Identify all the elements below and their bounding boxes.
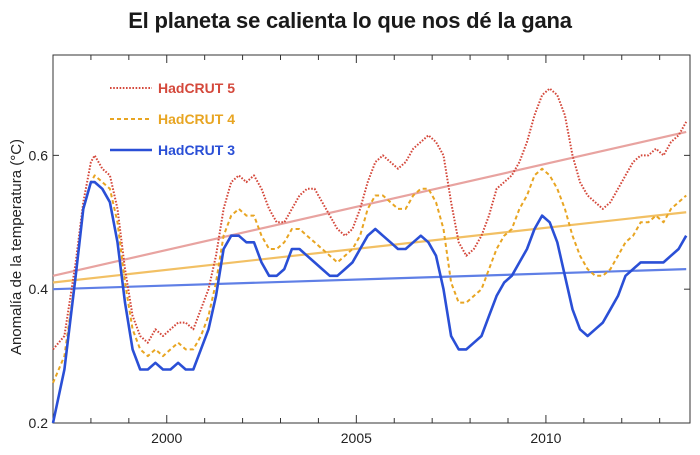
x-tick-label: 2005 xyxy=(341,430,372,446)
trendline-hadcrut-5 xyxy=(52,130,687,277)
series-line-hadcrut-3 xyxy=(51,180,688,424)
trendline-hadcrut-4 xyxy=(52,211,687,284)
trendline-hadcrut-3 xyxy=(52,268,687,291)
y-axis-label: Anomalía de la temperatura (°C) xyxy=(8,139,25,355)
legend-label-hadcrut-5: HadCRUT 5 xyxy=(158,80,235,96)
x-tick-label: 2010 xyxy=(530,430,561,446)
y-tick-label: 0.4 xyxy=(29,281,49,297)
legend-label-hadcrut-3: HadCRUT 3 xyxy=(158,142,235,158)
series-line-hadcrut-4 xyxy=(52,167,687,384)
plot-area-frame xyxy=(52,54,691,424)
y-tick-label: 0.6 xyxy=(29,147,49,163)
y-tick-label: 0.2 xyxy=(29,415,49,431)
x-tick-label: 2000 xyxy=(151,430,182,446)
chart-title: El planeta se calienta lo que nos dé la … xyxy=(128,8,572,33)
series-line-hadcrut-5 xyxy=(52,87,688,351)
legend-label-hadcrut-4: HadCRUT 4 xyxy=(158,111,235,127)
